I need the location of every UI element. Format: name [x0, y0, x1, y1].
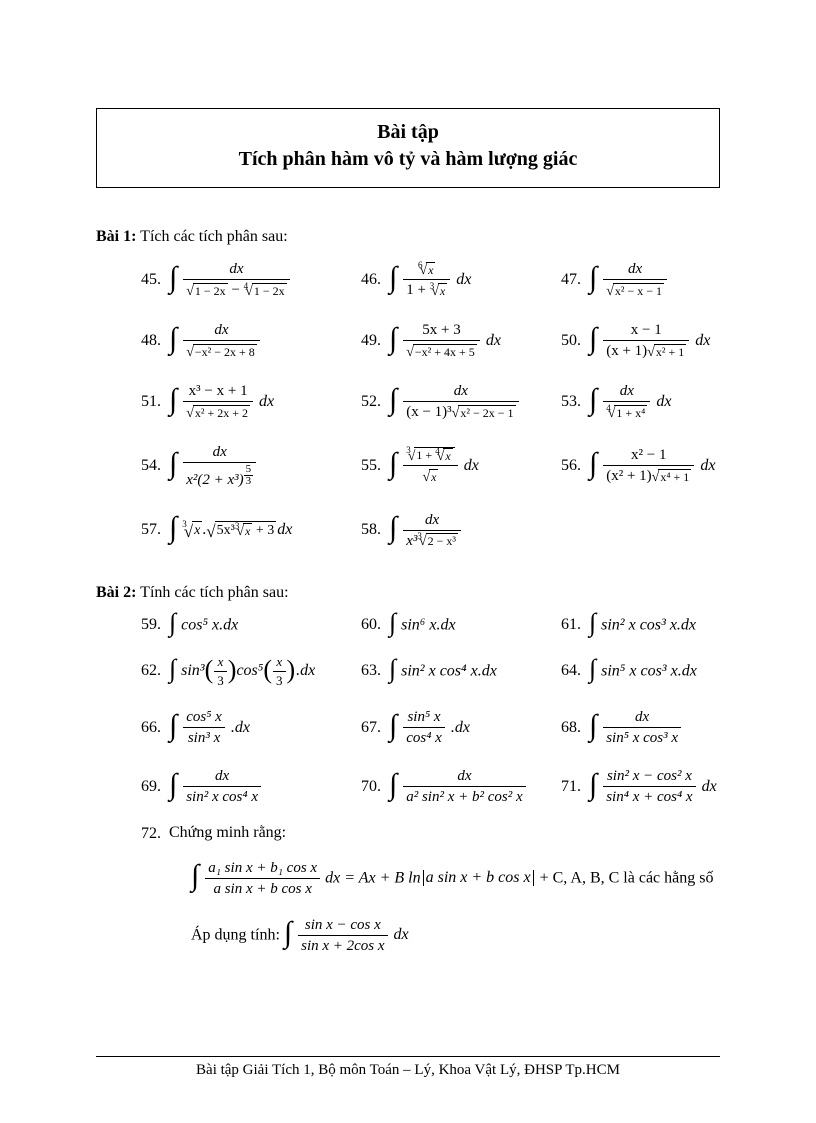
- p58: 58. ∫ dx x³3√2 − x³: [361, 511, 561, 550]
- p61: 61. ∫ sin² x cos³ x.dx: [561, 616, 761, 634]
- section1-bold: Bài 1:: [96, 228, 136, 245]
- section1-rest: Tích các tích phân sau:: [136, 228, 287, 245]
- title-line2: Tích phân hàm vô tỷ và hàm lượng giác: [105, 146, 711, 173]
- footer-rule: [96, 1056, 720, 1057]
- p50: 50. ∫ x − 1 (x + 1)√x² + 1 dx: [561, 321, 761, 360]
- p51: 51. ∫ x³ − x + 1 √x² + 2x + 2 dx: [141, 382, 361, 421]
- p54: 54. ∫ dx x²(2 + x³)53: [141, 443, 361, 489]
- p72-formula: ∫ a₁ sin x + b₁ cos xa sin x + b cos x d…: [191, 859, 720, 898]
- p55: 55. ∫ 3√1 + 4√x √x dx: [361, 446, 561, 485]
- problems-grid-1: 45. ∫ dx √1 − 2x − 4√1 − 2x 46. ∫ 6√x 1 …: [141, 260, 720, 550]
- p53: 53. ∫ dx 4√1 + x⁴ dx: [561, 382, 761, 421]
- section2-bold: Bài 2:: [96, 584, 136, 601]
- p52: 52. ∫ dx (x − 1)³√x² − 2x − 1: [361, 382, 561, 421]
- section2-rest: Tính các tích phân sau:: [136, 584, 288, 601]
- section2-label: Bài 2: Tính các tích phân sau:: [96, 584, 720, 602]
- p70: 70. ∫ dxa² sin² x + b² cos² x: [361, 767, 561, 806]
- p45-frac: dx √1 − 2x − 4√1 − 2x: [183, 260, 289, 299]
- p63: 63. ∫ sin² x cos⁴ x.dx: [361, 662, 561, 680]
- p45: 45. ∫ dx √1 − 2x − 4√1 − 2x: [141, 260, 361, 299]
- p47: 47. ∫ dx √x² − x − 1: [561, 260, 761, 299]
- p71: 71. ∫ sin² x − cos² xsin⁴ x + cos⁴ x dx: [561, 767, 761, 806]
- p60: 60. ∫ sin⁶ x.dx: [361, 616, 561, 634]
- p48: 48. ∫ dx √−x² − 2x + 8: [141, 321, 361, 360]
- problems-grid-2: 59. ∫ cos⁵ x.dx 60. ∫ sin⁶ x.dx 61. ∫ si…: [141, 616, 720, 807]
- p56: 56. ∫ x² − 1 (x² + 1)√x⁴ + 1 dx: [561, 446, 761, 485]
- title-line1: Bài tập: [105, 119, 711, 146]
- p66: 66. ∫ cos⁵ xsin³ x .dx: [141, 708, 361, 747]
- page: Bài tập Tích phân hàm vô tỷ và hàm lượng…: [0, 0, 816, 1123]
- p69: 69. ∫ dxsin² x cos⁴ x: [141, 767, 361, 806]
- p62: 62. ∫ sin³(x3)cos⁵(x3).dx: [141, 654, 361, 688]
- p59: 59. ∫ cos⁵ x.dx: [141, 616, 361, 634]
- p47-num: 47.: [561, 271, 581, 289]
- p64: 64. ∫ sin⁵ x cos³ x.dx: [561, 662, 761, 680]
- section1-label: Bài 1: Tích các tích phân sau:: [96, 228, 720, 246]
- p46-num: 46.: [361, 271, 381, 289]
- p72-apply: Áp dụng tính: ∫ sin x − cos xsin x + 2co…: [191, 916, 720, 955]
- title-box: Bài tập Tích phân hàm vô tỷ và hàm lượng…: [96, 108, 720, 188]
- p46: 46. ∫ 6√x 1 + 3√x dx: [361, 260, 561, 299]
- p72: 72. Chứng minh rằng:: [141, 824, 720, 842]
- p49: 49. ∫ 5x + 3 √−x² + 4x + 5 dx: [361, 321, 561, 360]
- p45-num: 45.: [141, 271, 161, 289]
- p67: 67. ∫ sin⁵ xcos⁴ x .dx: [361, 708, 561, 747]
- p57: 57. ∫ 3√x.√5x³3√x + 3dx: [141, 521, 361, 540]
- footer-text: Bài tập Giải Tích 1, Bộ môn Toán – Lý, K…: [0, 1062, 816, 1079]
- p68: 68. ∫ dxsin⁵ x cos³ x: [561, 708, 761, 747]
